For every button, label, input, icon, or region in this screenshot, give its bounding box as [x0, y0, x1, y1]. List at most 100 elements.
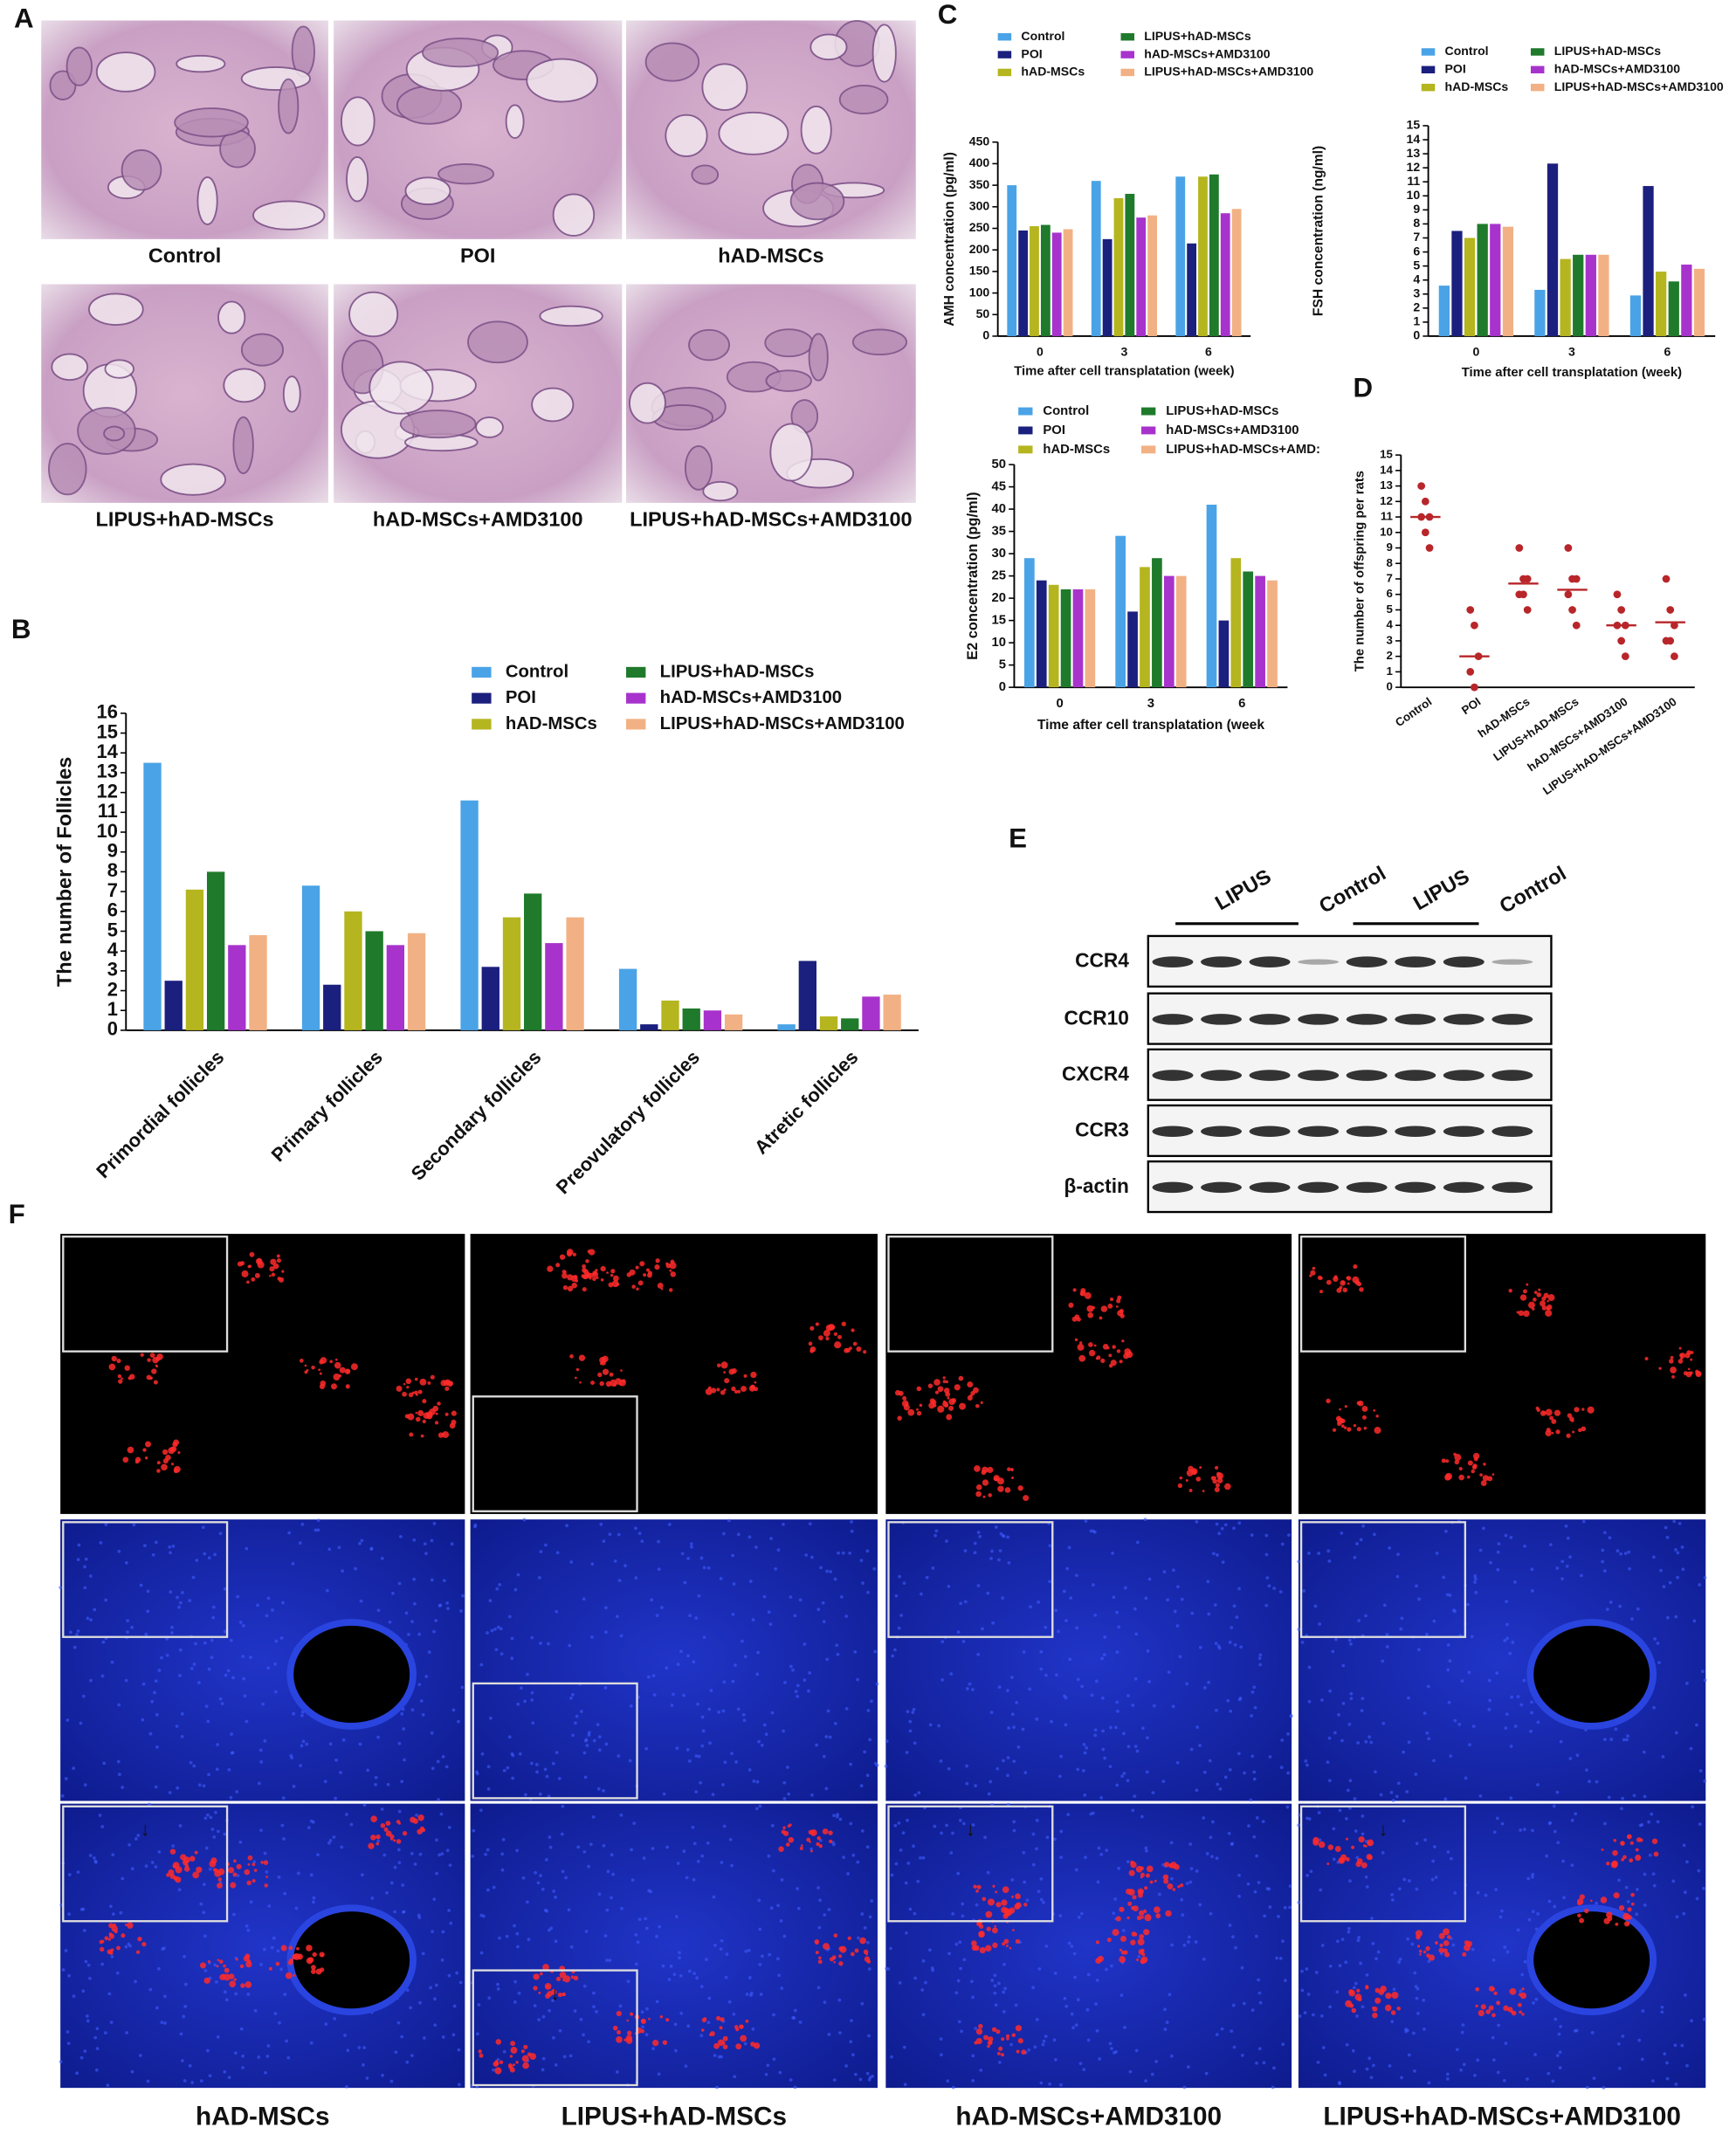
nucleus: [266, 1596, 271, 1601]
cell-label: [1216, 1471, 1222, 1477]
bar: [883, 995, 901, 1030]
nucleus: [699, 1556, 704, 1560]
nucleus: [76, 1870, 80, 1874]
nucleus: [1407, 1696, 1410, 1700]
nucleus: [1053, 1971, 1057, 1975]
nucleus: [1349, 1697, 1354, 1701]
nucleus: [290, 1756, 293, 1759]
cell-label: [1519, 1294, 1527, 1301]
blot-band: [1249, 1126, 1291, 1137]
nucleus: [267, 1904, 272, 1908]
cell-label: [320, 1357, 327, 1364]
nucleus: [1304, 1759, 1308, 1763]
cell-label: [654, 1264, 660, 1270]
nucleus: [1053, 1837, 1057, 1842]
cell-label: [417, 1409, 424, 1416]
cell-label: [246, 1880, 251, 1886]
bar: [1477, 224, 1488, 336]
nucleus: [694, 1754, 699, 1758]
nucleus: [867, 1967, 871, 1971]
nucleus: [1198, 1903, 1202, 1907]
nucleus: [749, 1993, 753, 1997]
bar: [1656, 272, 1667, 336]
nucleus: [160, 1656, 163, 1660]
nucleus: [146, 1589, 150, 1594]
bar: [502, 917, 521, 1030]
nucleus: [138, 2054, 142, 2057]
nucleus: [231, 1676, 235, 1680]
nucleus: [110, 1954, 114, 1959]
nucleus: [850, 2019, 853, 2023]
cell-label: [722, 2035, 728, 2041]
nucleus: [493, 1628, 497, 1631]
nucleus: [751, 2027, 755, 2031]
cell-label: [1119, 1935, 1126, 1942]
nucleus: [685, 1747, 690, 1752]
nucleus: [1105, 1849, 1109, 1852]
panel-label: D: [1354, 372, 1374, 403]
cell-label: [304, 1364, 307, 1367]
nucleus: [1255, 1854, 1259, 1858]
nucleus: [866, 1709, 871, 1712]
nucleus: [891, 1654, 895, 1658]
cell-label: [609, 1372, 614, 1377]
nucleus: [727, 1518, 731, 1523]
nucleus: [634, 1526, 637, 1531]
bar: [661, 1000, 679, 1030]
nucleus: [707, 1996, 712, 2000]
nucleus: [327, 1841, 331, 1845]
cell-label: [1678, 1346, 1682, 1350]
follicle: [95, 52, 156, 93]
nucleus: [604, 1742, 609, 1746]
nucleus: [1557, 2032, 1561, 2036]
cell-label: [1540, 1300, 1547, 1307]
nucleus: [832, 2078, 837, 2083]
nucleus: [704, 1958, 708, 1961]
nucleus: [239, 2027, 244, 2031]
nucleus: [1202, 1957, 1206, 1961]
nucleus: [177, 1605, 182, 1609]
inset-box: [62, 1236, 229, 1353]
nucleus: [401, 1883, 405, 1887]
cell-label: [1326, 1398, 1331, 1404]
nucleus: [499, 1652, 504, 1656]
nucleus: [148, 1731, 153, 1736]
nucleus: [721, 1532, 726, 1536]
nucleus: [986, 1591, 990, 1595]
nucleus: [1448, 1659, 1452, 1663]
cell-label: [1188, 1488, 1193, 1492]
nucleus: [1595, 1901, 1598, 1905]
nucleus: [180, 1711, 184, 1716]
nucleus: [541, 2014, 546, 2019]
nucleus: [513, 1587, 518, 1592]
cell-label: [385, 1830, 392, 1837]
y-tick-label: 400: [969, 155, 990, 169]
nucleus: [283, 1993, 287, 1996]
nucleus: [1574, 1812, 1578, 1816]
nucleus: [1353, 2069, 1356, 2074]
nucleus: [1257, 1881, 1261, 1884]
nucleus: [259, 1963, 263, 1966]
nucleus: [1338, 1808, 1342, 1813]
inset-box: [472, 1395, 638, 1512]
cell-label: [389, 1837, 394, 1841]
nucleus: [1621, 2034, 1625, 2038]
nucleus: [592, 2005, 596, 2009]
nucleus: [939, 1759, 943, 1763]
y-tick-label: 16: [97, 701, 118, 723]
nucleus: [380, 1556, 384, 1560]
cell-label: [146, 1374, 152, 1380]
cell-label: [1340, 1280, 1346, 1286]
cell-label: [246, 1959, 251, 1965]
nucleus: [230, 1732, 234, 1736]
nucleus: [1642, 1750, 1646, 1754]
nucleus: [136, 1834, 141, 1837]
nucleus: [1359, 1538, 1363, 1542]
nucleus: [951, 1912, 954, 1916]
blot-band: [1201, 1070, 1242, 1081]
nucleus: [297, 1871, 300, 1876]
nucleus: [1446, 1643, 1450, 1647]
nucleus: [1503, 1638, 1507, 1642]
nucleus: [1491, 2035, 1495, 2040]
cell-label: [823, 1330, 830, 1337]
